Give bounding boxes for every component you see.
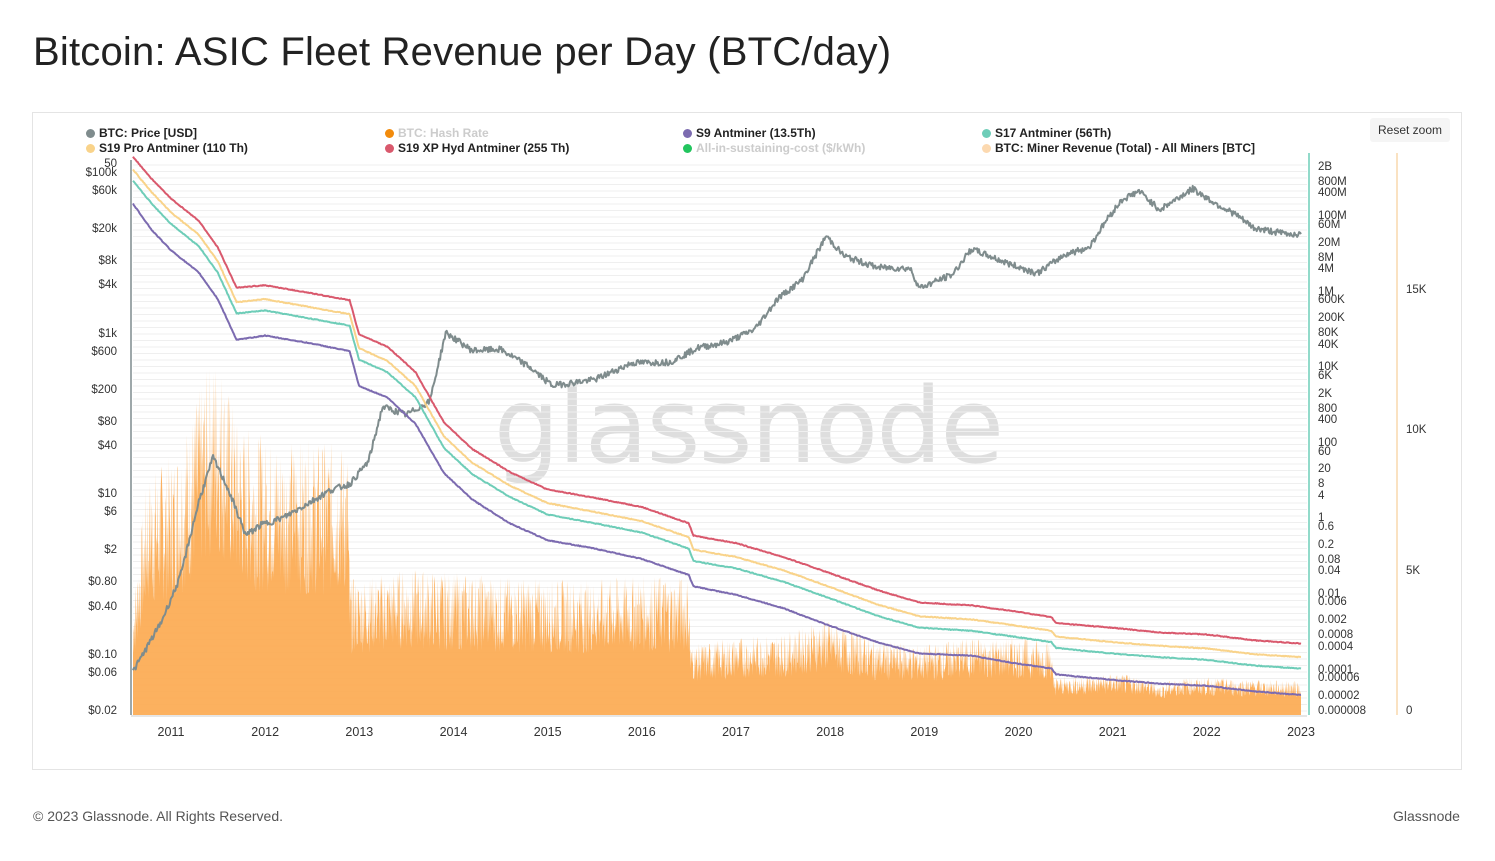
legend-item-1[interactable]: BTC: Price [USD] xyxy=(86,126,197,140)
chart-frame xyxy=(32,112,1462,770)
page-title: Bitcoin: ASIC Fleet Revenue per Day (BTC… xyxy=(33,30,892,74)
legend-item-7[interactable]: All-in-sustaining-cost ($/kWh) xyxy=(683,141,865,155)
legend-label: All-in-sustaining-cost ($/kWh) xyxy=(696,141,866,155)
legend-dot-icon xyxy=(86,128,95,138)
legend-label: S9 Antminer (13.5Th) xyxy=(696,126,816,140)
legend-dot-icon xyxy=(385,128,394,138)
legend-label: S19 XP Hyd Antminer (255 Th) xyxy=(398,141,570,155)
legend-label: BTC: Miner Revenue (Total) - All Miners … xyxy=(995,141,1256,155)
legend-item-4[interactable]: S17 Antminer (56Th) xyxy=(982,126,1111,140)
legend-dot-icon xyxy=(982,128,991,138)
footer-brand: Glassnode xyxy=(1393,808,1460,824)
legend-item-8[interactable]: BTC: Miner Revenue (Total) - All Miners … xyxy=(982,141,1255,155)
legend-item-2[interactable]: BTC: Hash Rate xyxy=(385,126,489,140)
legend-label: BTC: Hash Rate xyxy=(398,126,489,140)
legend-dot-icon xyxy=(683,143,692,153)
legend-item-3[interactable]: S9 Antminer (13.5Th) xyxy=(683,126,816,140)
legend-label: S17 Antminer (56Th) xyxy=(995,126,1112,140)
reset-zoom-button[interactable]: Reset zoom xyxy=(1370,118,1450,142)
legend-dot-icon xyxy=(683,128,692,138)
legend-item-6[interactable]: S19 XP Hyd Antminer (255 Th) xyxy=(385,141,569,155)
footer-copyright: © 2023 Glassnode. All Rights Reserved. xyxy=(33,808,284,824)
legend-label: S19 Pro Antminer (110 Th) xyxy=(99,141,248,155)
legend-dot-icon xyxy=(86,143,95,153)
legend-label: BTC: Price [USD] xyxy=(99,126,198,140)
legend-dot-icon xyxy=(385,143,394,153)
legend-dot-icon xyxy=(982,143,991,153)
legend-item-5[interactable]: S19 Pro Antminer (110 Th) xyxy=(86,141,248,155)
